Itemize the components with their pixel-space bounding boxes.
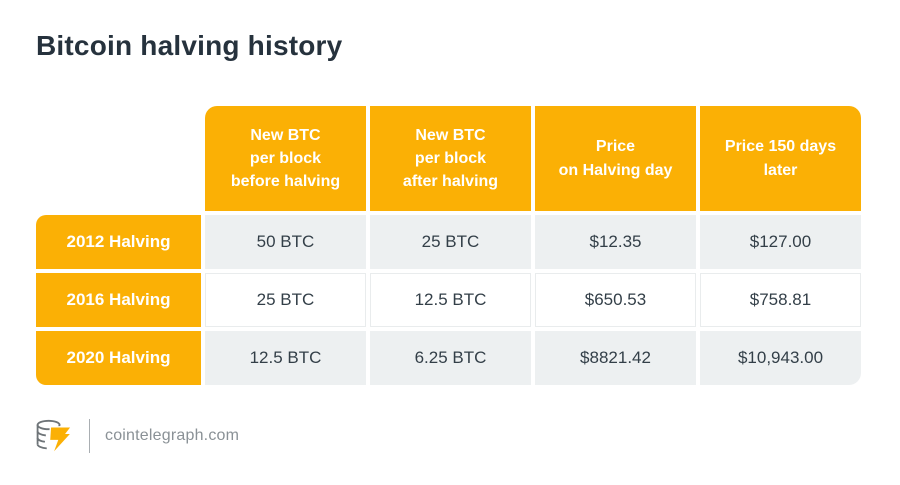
cell-2020-price-later: $10,943.00 xyxy=(700,331,861,385)
header-spacer xyxy=(36,106,201,211)
row-label-2012: 2012 Halving xyxy=(36,215,201,269)
footer: cointelegraph.com xyxy=(33,414,239,458)
cell-2016-btc-before: 25 BTC xyxy=(205,273,366,327)
row-label-2020: 2020 Halving xyxy=(36,331,201,385)
column-header-price-halving-day: Price on Halving day xyxy=(535,106,696,211)
cell-2012-btc-before: 50 BTC xyxy=(205,215,366,269)
column-header-btc-before: New BTC per block before halving xyxy=(205,106,366,211)
row-label-2016: 2016 Halving xyxy=(36,273,201,327)
cell-2020-btc-before: 12.5 BTC xyxy=(205,331,366,385)
column-header-btc-after: New BTC per block after halving xyxy=(370,106,531,211)
page-title: Bitcoin halving history xyxy=(36,30,343,61)
footer-divider xyxy=(89,419,90,453)
cell-2012-price-later: $127.00 xyxy=(700,215,861,269)
cell-2020-btc-after: 6.25 BTC xyxy=(370,331,531,385)
cell-2012-btc-after: 25 BTC xyxy=(370,215,531,269)
column-header-price-150-days: Price 150 days later xyxy=(700,106,861,211)
cell-2016-btc-after: 12.5 BTC xyxy=(370,273,531,327)
site-label: cointelegraph.com xyxy=(105,427,240,444)
cell-2016-price-later: $758.81 xyxy=(700,273,861,327)
cell-2012-price-day: $12.35 xyxy=(535,215,696,269)
cell-2020-price-day: $8821.42 xyxy=(535,331,696,385)
cell-2016-price-day: $650.53 xyxy=(535,273,696,327)
cointelegraph-logo-icon xyxy=(36,419,74,455)
halving-history-table: New BTC per block before halving New BTC… xyxy=(36,106,861,385)
